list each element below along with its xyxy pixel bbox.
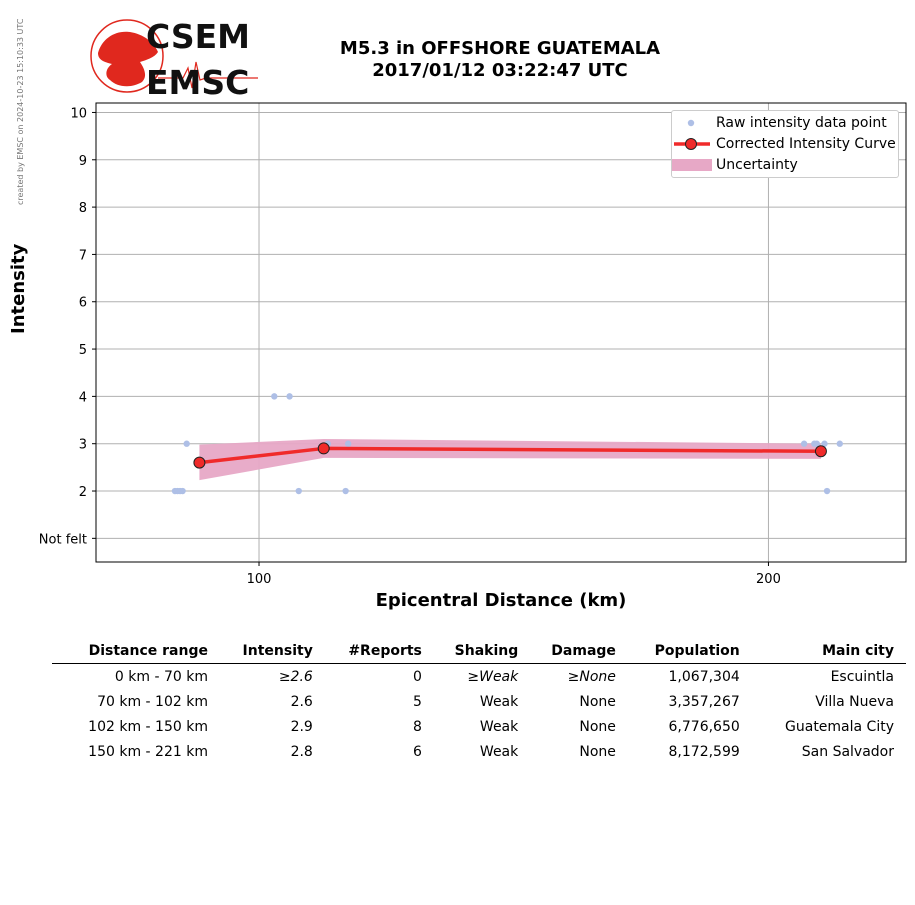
raw-data-point — [271, 393, 278, 400]
header-shaking: Shaking — [454, 643, 519, 659]
curve-point — [317, 442, 330, 455]
raw-data-point — [813, 440, 821, 447]
legend-label-uncertainty: Uncertainty — [716, 157, 798, 173]
table-header-row: Distance range Intensity #Reports Shakin… — [52, 640, 906, 664]
raw-data-point — [823, 487, 831, 495]
legend-label-raw: Raw intensity data point — [716, 115, 887, 131]
raw-data-point — [183, 440, 190, 447]
legend: Raw intensity data point Corrected Inten… — [671, 110, 899, 178]
y-tick-label: Not felt — [39, 532, 87, 547]
chart-title: M5.3 in OFFSHORE GUATEMALA 2017/01/12 03… — [250, 38, 750, 82]
x-tick-label: 100 — [247, 572, 272, 587]
uncertainty-band — [199, 438, 821, 481]
legend-label-curve: Corrected Intensity Curve — [716, 136, 896, 152]
legend-item-raw: Raw intensity data point — [672, 113, 887, 133]
header-city: Main city — [822, 643, 894, 659]
y-tick-label: 10 — [70, 106, 87, 121]
raw-data-point — [342, 487, 349, 495]
y-tick-label: 6 — [79, 296, 87, 311]
raw-data-point — [800, 440, 808, 447]
curve-point — [814, 445, 827, 458]
table-row: 150 km - 221 km 2.8 6 Weak None 8,172,599 San… — [88, 743, 894, 760]
y-tick-label: 7 — [79, 248, 87, 263]
title-line-1: M5.3 in OFFSHORE GUATEMALA — [339, 38, 661, 59]
legend-item-uncertainty: Uncertainty — [672, 155, 798, 175]
x-tick-label: 200 — [756, 572, 781, 587]
table-row: 70 km - 102 km 2.6 5 Weak None 3,357,267 Vill… — [97, 693, 894, 710]
header-intensity: Intensity — [242, 643, 313, 659]
y-tick-label: 9 — [79, 154, 87, 169]
table-row: 102 km - 150 km 2.9 8 Weak None 6,776,650 Gua… — [88, 718, 894, 735]
intensity-summary-table: Distance range Intensity #Reports Shakin… — [52, 640, 906, 764]
title-line-2: 2017/01/12 03:22:47 UTC — [372, 60, 628, 81]
y-tick-label: 2 — [79, 485, 87, 500]
raw-data-point — [286, 393, 293, 400]
table-row: 0 km - 70 km ≥2.6 0 ≥Weak ≥None 1,067,304 Esc… — [114, 668, 894, 685]
raw-data-point — [836, 440, 843, 447]
y-tick-label: 8 — [79, 201, 87, 216]
curve-point — [193, 456, 206, 469]
y-tick-label: 3 — [79, 438, 87, 453]
csem-emsc-logo: CSEM EMSC — [90, 18, 258, 100]
header-distance: Distance range — [88, 643, 208, 659]
y-tick-label: 5 — [79, 343, 87, 358]
logo-text-csem: CSEM — [146, 18, 250, 56]
logo-text-emsc: EMSC — [146, 63, 249, 100]
raw-data-point — [179, 487, 186, 495]
y-axis-title: Intensity — [8, 243, 29, 334]
header-population: Population — [654, 643, 740, 659]
header-reports: #Reports — [348, 643, 422, 659]
raw-data-point — [344, 440, 352, 447]
header-damage: Damage — [551, 643, 616, 659]
x-axis-title: Epicentral Distance (km) — [375, 590, 627, 611]
legend-item-curve: Corrected Intensity Curve — [672, 134, 896, 154]
raw-data-point — [821, 440, 828, 447]
plot-frame — [95, 102, 907, 563]
intensity-chart: Not felt 2 3 4 5 6 7 8 9 10 100 200 — [39, 102, 907, 587]
raw-data-point — [295, 487, 302, 495]
y-tick-label: 4 — [79, 390, 87, 405]
